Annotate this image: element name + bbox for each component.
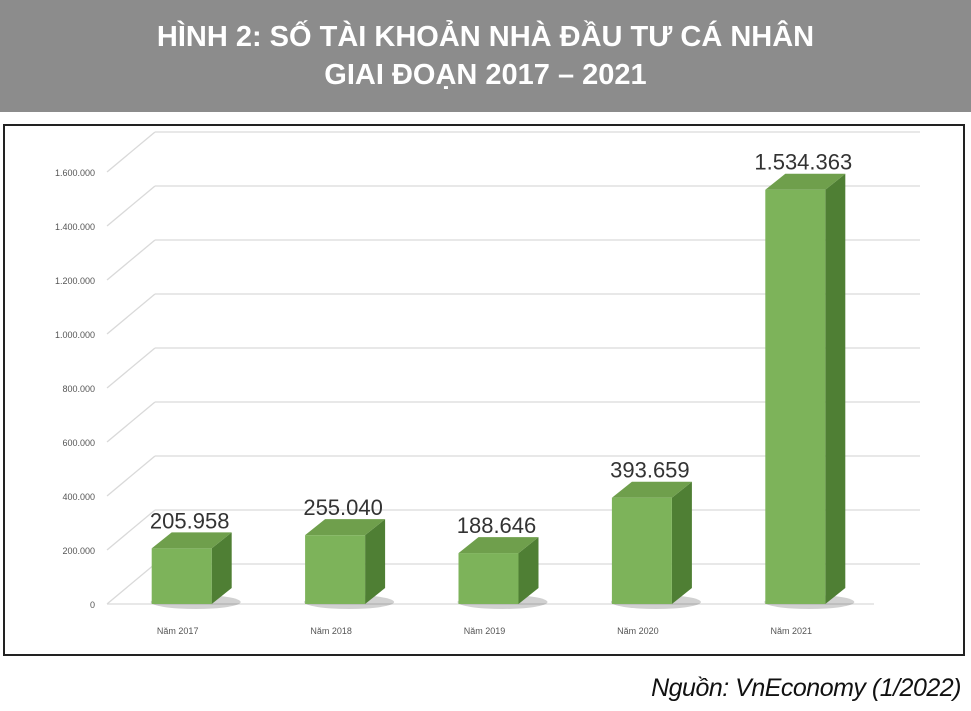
y-tick-label: 800.000 bbox=[62, 384, 95, 394]
bar-chart: 0 200.000 400.000 600.000 800.000 1.000.000 1.… bbox=[55, 131, 920, 636]
gridline-depth bbox=[106, 509, 156, 551]
x-category-label: Năm 2017 bbox=[157, 626, 199, 636]
bar bbox=[305, 535, 366, 604]
gridline-depth bbox=[106, 185, 156, 227]
chart-frame: 0 200.000 400.000 600.000 800.000 1.000.000 1.… bbox=[3, 124, 965, 656]
y-tick-label: 600.000 bbox=[62, 438, 95, 448]
x-category-label: Năm 2018 bbox=[310, 626, 352, 636]
title-banner: HÌNH 2: SỐ TÀI KHOẢN NHÀ ĐẦU TƯ CÁ NHÂN … bbox=[0, 0, 971, 112]
bar bbox=[611, 497, 672, 604]
y-tick-label: 1.000.000 bbox=[55, 330, 95, 340]
gridline-depth bbox=[106, 347, 156, 389]
y-tick-label: 1.200.000 bbox=[55, 276, 95, 286]
bar bbox=[458, 553, 519, 604]
x-category-label: Năm 2021 bbox=[771, 626, 813, 636]
gridline-depth bbox=[106, 293, 156, 335]
bar-top bbox=[151, 532, 232, 549]
y-tick-label: 0 bbox=[90, 600, 95, 610]
gridline-depth bbox=[106, 239, 156, 281]
x-category-label: Năm 2020 bbox=[617, 626, 659, 636]
y-tick-label: 400.000 bbox=[62, 492, 95, 502]
bar-top bbox=[305, 519, 386, 536]
figure-title-line-1: HÌNH 2: SỐ TÀI KHOẢN NHÀ ĐẦU TƯ CÁ NHÂN bbox=[156, 21, 815, 53]
bar bbox=[151, 548, 212, 604]
data-label: 393.659 bbox=[610, 458, 690, 483]
figure-title: HÌNH 2: SỐ TÀI KHOẢN NHÀ ĐẦU TƯ CÁ NHÂN … bbox=[0, 18, 971, 94]
x-category-label: Năm 2019 bbox=[464, 626, 506, 636]
bar-side bbox=[518, 537, 539, 604]
bar-top bbox=[611, 481, 692, 498]
bar-side bbox=[365, 519, 386, 604]
bar-top bbox=[458, 537, 539, 554]
bar-side bbox=[825, 173, 846, 604]
y-tick-label: 200.000 bbox=[62, 546, 95, 556]
gridline-depth bbox=[106, 401, 156, 443]
gridline-depth bbox=[106, 131, 156, 173]
bar-side bbox=[211, 532, 232, 604]
source-note: Nguồn: VnEconomy (1/2022) bbox=[651, 674, 961, 702]
bar bbox=[765, 189, 826, 604]
figure-title-line-2: GIAI ĐOẠN 2017 – 2021 bbox=[324, 59, 647, 91]
y-tick-label: 1.400.000 bbox=[55, 222, 95, 232]
gridline-depth bbox=[106, 455, 156, 497]
data-label: 255.040 bbox=[303, 495, 383, 520]
data-label: 188.646 bbox=[457, 513, 537, 538]
bar-top bbox=[765, 173, 846, 190]
y-tick-label: 1.600.000 bbox=[55, 168, 95, 178]
gridline-depth bbox=[106, 563, 156, 605]
bar-side bbox=[671, 481, 692, 604]
data-label: 1.534.363 bbox=[754, 150, 852, 175]
data-label: 205.958 bbox=[150, 508, 230, 533]
